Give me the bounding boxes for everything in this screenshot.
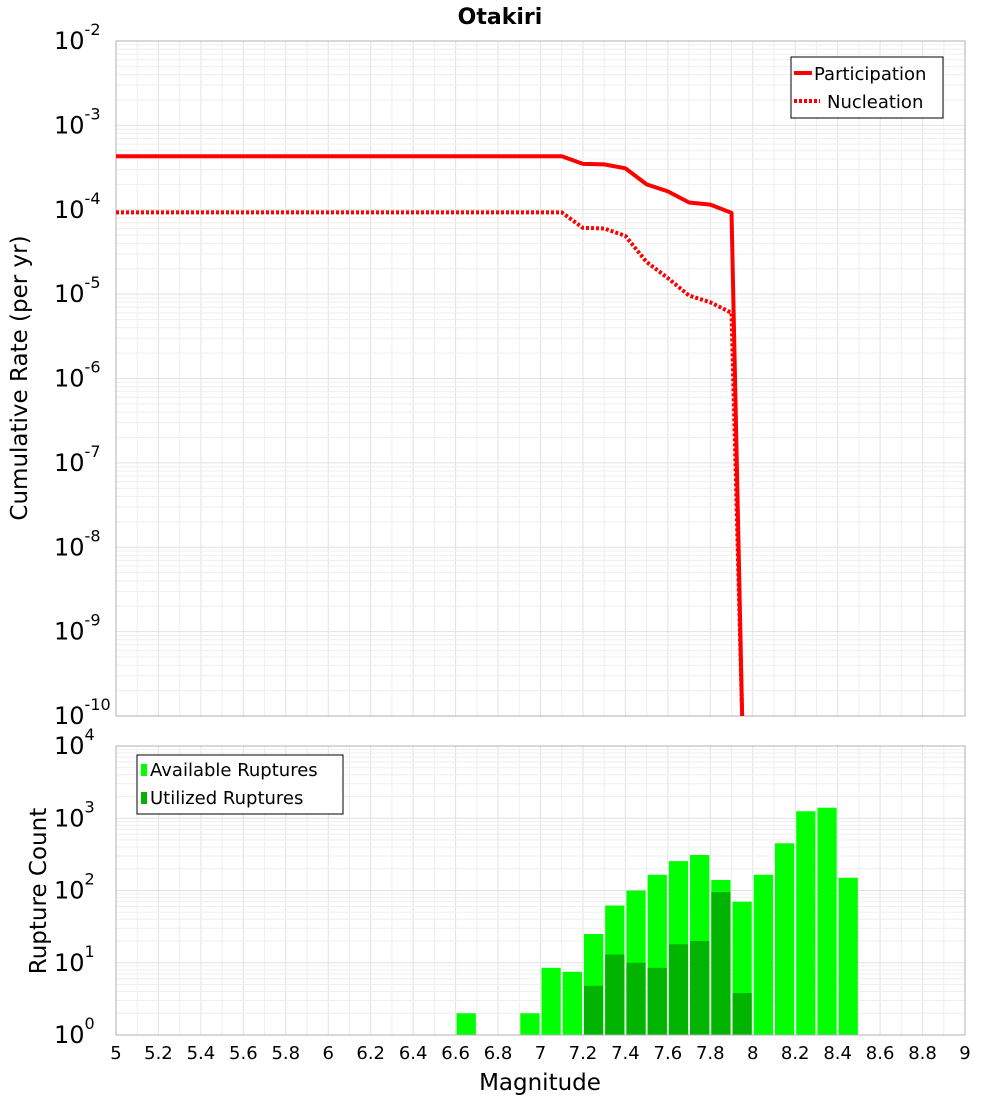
x-tick-label: 7.2 xyxy=(569,1043,598,1064)
count-y-tick-label: 102 xyxy=(54,870,95,905)
rate-y-tick-label: 10-7 xyxy=(54,442,101,477)
count-plot-x-ticks: 5 5.2 5.4 5.6 5.8 6 6.2 6.4 6.6 6.8 7 7.2 7.4 7.6 7.8 8… xyxy=(110,1043,970,1064)
utilized-rupture-bar xyxy=(583,985,604,1035)
x-tick-label: 7.6 xyxy=(654,1043,683,1064)
rate-y-tick-label: 10-5 xyxy=(54,273,101,308)
participation-line xyxy=(116,154,745,717)
x-tick-label: 6.2 xyxy=(356,1043,385,1064)
rate-y-axis-label: Cumulative Rate (per yr) xyxy=(7,235,33,520)
available-rupture-bar xyxy=(817,807,837,1035)
utilized-rupture-bar xyxy=(626,962,646,1035)
count-y-tick-label: 100 xyxy=(54,1014,95,1049)
x-tick-label: 6.4 xyxy=(399,1043,428,1064)
count-y-axis-label: Rupture Count xyxy=(26,808,52,974)
rate-y-tick-label: 10-9 xyxy=(54,611,101,646)
utilized-rupture-bar xyxy=(668,944,689,1035)
rate-y-tick-label: 10-6 xyxy=(54,358,101,393)
rate-plot-frame xyxy=(115,40,966,717)
available-rupture-bar xyxy=(796,811,816,1035)
utilized-rupture-bar xyxy=(647,967,667,1035)
x-tick-label: 5.2 xyxy=(144,1043,173,1064)
available-rupture-bar xyxy=(520,1013,540,1035)
count-y-tick-label: 103 xyxy=(54,797,95,832)
rate-plot-y-ticks: 10-10 10-9 10-8 10-7 10-6 10-5 10-4 10-3 10-2 xyxy=(54,20,111,730)
available-rupture-bar xyxy=(456,1013,476,1035)
x-tick-label: 8.8 xyxy=(908,1043,937,1064)
x-tick-label: 6.8 xyxy=(484,1043,513,1064)
x-tick-label: 9 xyxy=(959,1043,970,1064)
available-rupture-bar xyxy=(562,971,582,1035)
x-tick-label: 8.2 xyxy=(781,1043,810,1064)
nucleation-line xyxy=(116,210,745,717)
x-tick-label: 8.4 xyxy=(823,1043,852,1064)
legend-nucleation-label: Nucleation xyxy=(827,92,923,113)
legend-utilized-label: Utilized Ruptures xyxy=(150,788,303,809)
utilized-rupture-bar xyxy=(605,954,625,1035)
count-plot-frame xyxy=(115,745,966,1036)
x-tick-label: 6 xyxy=(323,1043,334,1064)
x-tick-label: 7.8 xyxy=(696,1043,725,1064)
utilized-rupture-bar xyxy=(711,892,731,1035)
available-rupture-bar xyxy=(541,967,561,1035)
x-tick-label: 5.8 xyxy=(271,1043,300,1064)
legend-available-swatch xyxy=(141,764,147,776)
x-tick-label: 8.6 xyxy=(866,1043,895,1064)
legend-available-label: Available Ruptures xyxy=(150,760,318,781)
rate-series-lines xyxy=(116,154,745,717)
rate-y-tick-label: 10-3 xyxy=(54,104,101,139)
rate-plot-gridlines xyxy=(115,41,966,717)
legend-utilized-swatch xyxy=(141,792,147,804)
available-rupture-bar xyxy=(838,877,858,1035)
count-legend: Available Ruptures Utilized Ruptures xyxy=(136,754,344,815)
x-tick-label: 8 xyxy=(747,1043,758,1064)
legend-participation-label: Participation xyxy=(814,64,926,85)
x-tick-label: 6.6 xyxy=(441,1043,470,1064)
count-plot-gridlines xyxy=(115,746,966,1036)
rate-y-tick-label: 10-2 xyxy=(54,20,101,55)
x-tick-label: 7.4 xyxy=(611,1043,640,1064)
x-tick-label: 7 xyxy=(535,1043,546,1064)
available-rupture-bar xyxy=(753,874,773,1035)
rate-legend: Participation Nucleation xyxy=(790,56,944,119)
rate-legend-box xyxy=(790,56,944,119)
x-axis-label: Magnitude xyxy=(479,1070,601,1096)
count-legend-box xyxy=(136,754,344,815)
utilized-rupture-bar xyxy=(690,941,710,1035)
available-rupture-bar xyxy=(774,843,795,1035)
rate-y-tick-label: 10-8 xyxy=(54,526,101,561)
count-bars xyxy=(456,807,858,1035)
x-tick-label: 5.4 xyxy=(187,1043,216,1064)
x-tick-label: 5 xyxy=(110,1043,121,1064)
count-y-tick-label: 104 xyxy=(54,725,95,760)
count-y-tick-label: 101 xyxy=(54,942,95,977)
utilized-rupture-bar xyxy=(732,993,752,1035)
rate-y-tick-label: 10-10 xyxy=(54,695,111,730)
rate-y-tick-label: 10-4 xyxy=(54,189,101,224)
count-plot-y-ticks: 100 101 102 103 104 xyxy=(54,725,95,1049)
chart-title: Otakiri xyxy=(458,5,543,30)
x-tick-label: 5.6 xyxy=(229,1043,258,1064)
